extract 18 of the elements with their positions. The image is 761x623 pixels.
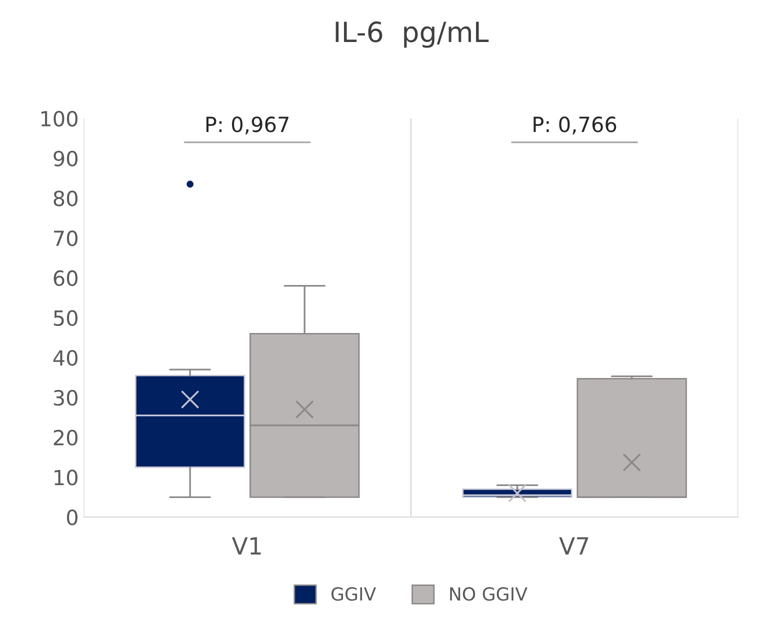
legend-label: NO GGIV bbox=[450, 587, 528, 601]
y-tick-label: 10 bbox=[54, 470, 78, 486]
y-tick-label: 30 bbox=[54, 390, 78, 406]
annotation: P: 0,967 bbox=[206, 116, 288, 134]
legend-label: GGIV bbox=[332, 587, 376, 601]
annotation: P: 0,766 bbox=[534, 116, 616, 134]
y-tick-label: 50 bbox=[54, 310, 78, 326]
y-tick-label: 20 bbox=[54, 430, 78, 446]
y-tick-label: 0 bbox=[66, 510, 78, 526]
y-tick-label: 80 bbox=[54, 190, 78, 206]
y-tick-label: 100 bbox=[41, 110, 78, 127]
x-tick-label: V1 bbox=[232, 537, 261, 554]
y-tick-label: 40 bbox=[53, 350, 78, 366]
y-tick-label: 60 bbox=[54, 270, 78, 286]
y-tick-label: 70 bbox=[54, 230, 78, 246]
chart-title: IL-6 pg/mL bbox=[336, 21, 489, 48]
x-tick-label: V7 bbox=[559, 537, 588, 554]
y-tick-label: 90 bbox=[54, 150, 78, 166]
